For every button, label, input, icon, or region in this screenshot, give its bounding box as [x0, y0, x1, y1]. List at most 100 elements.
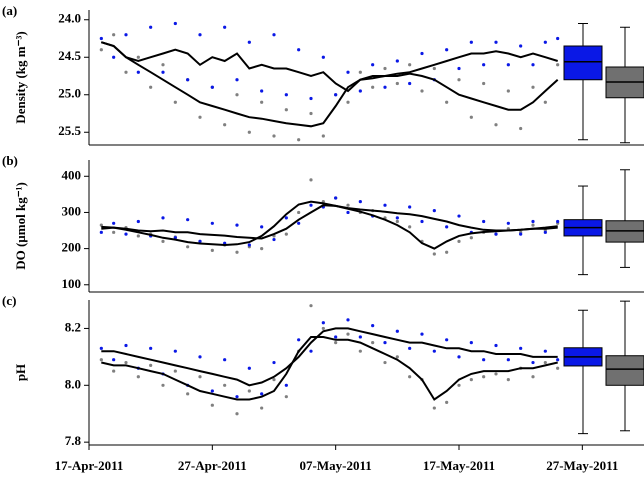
- y-tick-label: 400: [62, 167, 82, 182]
- data-point: [223, 383, 227, 387]
- data-point: [297, 210, 301, 215]
- data-point: [161, 70, 165, 74]
- data-point: [247, 130, 251, 134]
- smooth-line: [101, 200, 558, 250]
- data-point: [506, 63, 510, 67]
- smooth-line: [101, 327, 558, 387]
- data-point: [371, 63, 375, 67]
- y-axis-label: Density (kg m⁻³): [13, 31, 28, 123]
- data-point: [358, 89, 362, 93]
- data-point: [432, 66, 436, 71]
- data-point: [556, 63, 560, 67]
- data-point: [457, 78, 461, 82]
- data-point: [543, 360, 547, 365]
- data-point: [445, 100, 449, 104]
- data-point: [531, 85, 535, 89]
- data-point: [445, 225, 449, 229]
- data-point: [112, 221, 116, 225]
- data-point: [198, 355, 202, 359]
- data-point: [272, 360, 276, 365]
- data-point: [556, 366, 560, 370]
- data-point: [346, 100, 350, 104]
- y-tick-label: 8.0: [65, 376, 81, 391]
- y-tick-label: 8.2: [65, 319, 81, 334]
- data-point: [136, 375, 140, 379]
- data-point: [469, 378, 473, 382]
- data-point: [260, 89, 264, 93]
- data-point: [161, 383, 165, 387]
- data-point: [445, 250, 449, 254]
- data-point: [309, 111, 313, 116]
- box: [563, 45, 603, 81]
- data-point: [408, 63, 412, 67]
- data-point: [482, 81, 486, 86]
- data-point: [358, 335, 362, 339]
- y-tick-label: 300: [62, 203, 82, 218]
- data-point: [346, 210, 350, 215]
- data-point: [210, 389, 214, 393]
- data-point: [297, 138, 301, 142]
- box: [605, 355, 644, 386]
- data-point: [124, 232, 128, 236]
- y-axis-label: pH: [13, 364, 28, 381]
- data-point: [395, 329, 399, 333]
- data-point: [297, 48, 301, 52]
- data-point: [334, 341, 338, 345]
- data-point: [284, 232, 288, 236]
- data-point: [260, 100, 264, 104]
- data-point: [556, 358, 560, 362]
- data-point: [161, 216, 165, 220]
- data-point: [482, 63, 486, 67]
- data-point: [420, 219, 424, 224]
- data-point: [210, 85, 214, 89]
- data-point: [198, 115, 202, 119]
- data-point: [272, 237, 276, 242]
- data-point: [383, 360, 387, 365]
- data-point: [99, 48, 103, 52]
- data-point: [309, 178, 313, 182]
- data-point: [284, 108, 288, 112]
- data-point: [284, 395, 288, 399]
- data-point: [210, 248, 214, 253]
- data-point: [124, 360, 128, 365]
- data-point: [420, 51, 424, 56]
- data-point: [556, 36, 560, 41]
- data-point: [136, 234, 140, 238]
- data-point: [161, 239, 165, 243]
- data-point: [124, 70, 128, 74]
- data-point: [506, 89, 510, 93]
- data-point: [482, 375, 486, 379]
- data-point: [395, 216, 399, 220]
- data-point: [247, 389, 251, 393]
- data-point: [99, 223, 103, 227]
- data-point: [260, 406, 264, 410]
- data-point: [432, 406, 436, 410]
- data-point: [149, 25, 153, 29]
- data-point: [346, 332, 350, 336]
- data-point: [445, 400, 449, 404]
- y-tick-label: 24.5: [58, 48, 81, 63]
- data-point: [210, 403, 214, 407]
- data-point: [395, 59, 399, 63]
- data-point: [432, 209, 436, 213]
- data-point: [260, 392, 264, 396]
- y-tick-label: 200: [62, 240, 82, 255]
- data-point: [469, 236, 473, 240]
- data-point: [482, 219, 486, 224]
- panel-label: (c): [2, 293, 16, 308]
- data-point: [556, 219, 560, 224]
- data-point: [284, 216, 288, 220]
- data-point: [260, 247, 264, 251]
- data-point: [432, 252, 436, 256]
- x-tick-label: 27-May-2011: [546, 458, 618, 473]
- data-point: [543, 40, 547, 44]
- data-point: [457, 355, 461, 359]
- data-point: [235, 78, 239, 82]
- data-point: [395, 81, 399, 86]
- data-point: [346, 318, 350, 322]
- data-point: [457, 239, 461, 243]
- y-axis-label: DO (µmol kg⁻¹): [13, 182, 28, 270]
- data-point: [309, 96, 313, 101]
- data-point: [494, 40, 498, 44]
- data-point: [297, 338, 301, 342]
